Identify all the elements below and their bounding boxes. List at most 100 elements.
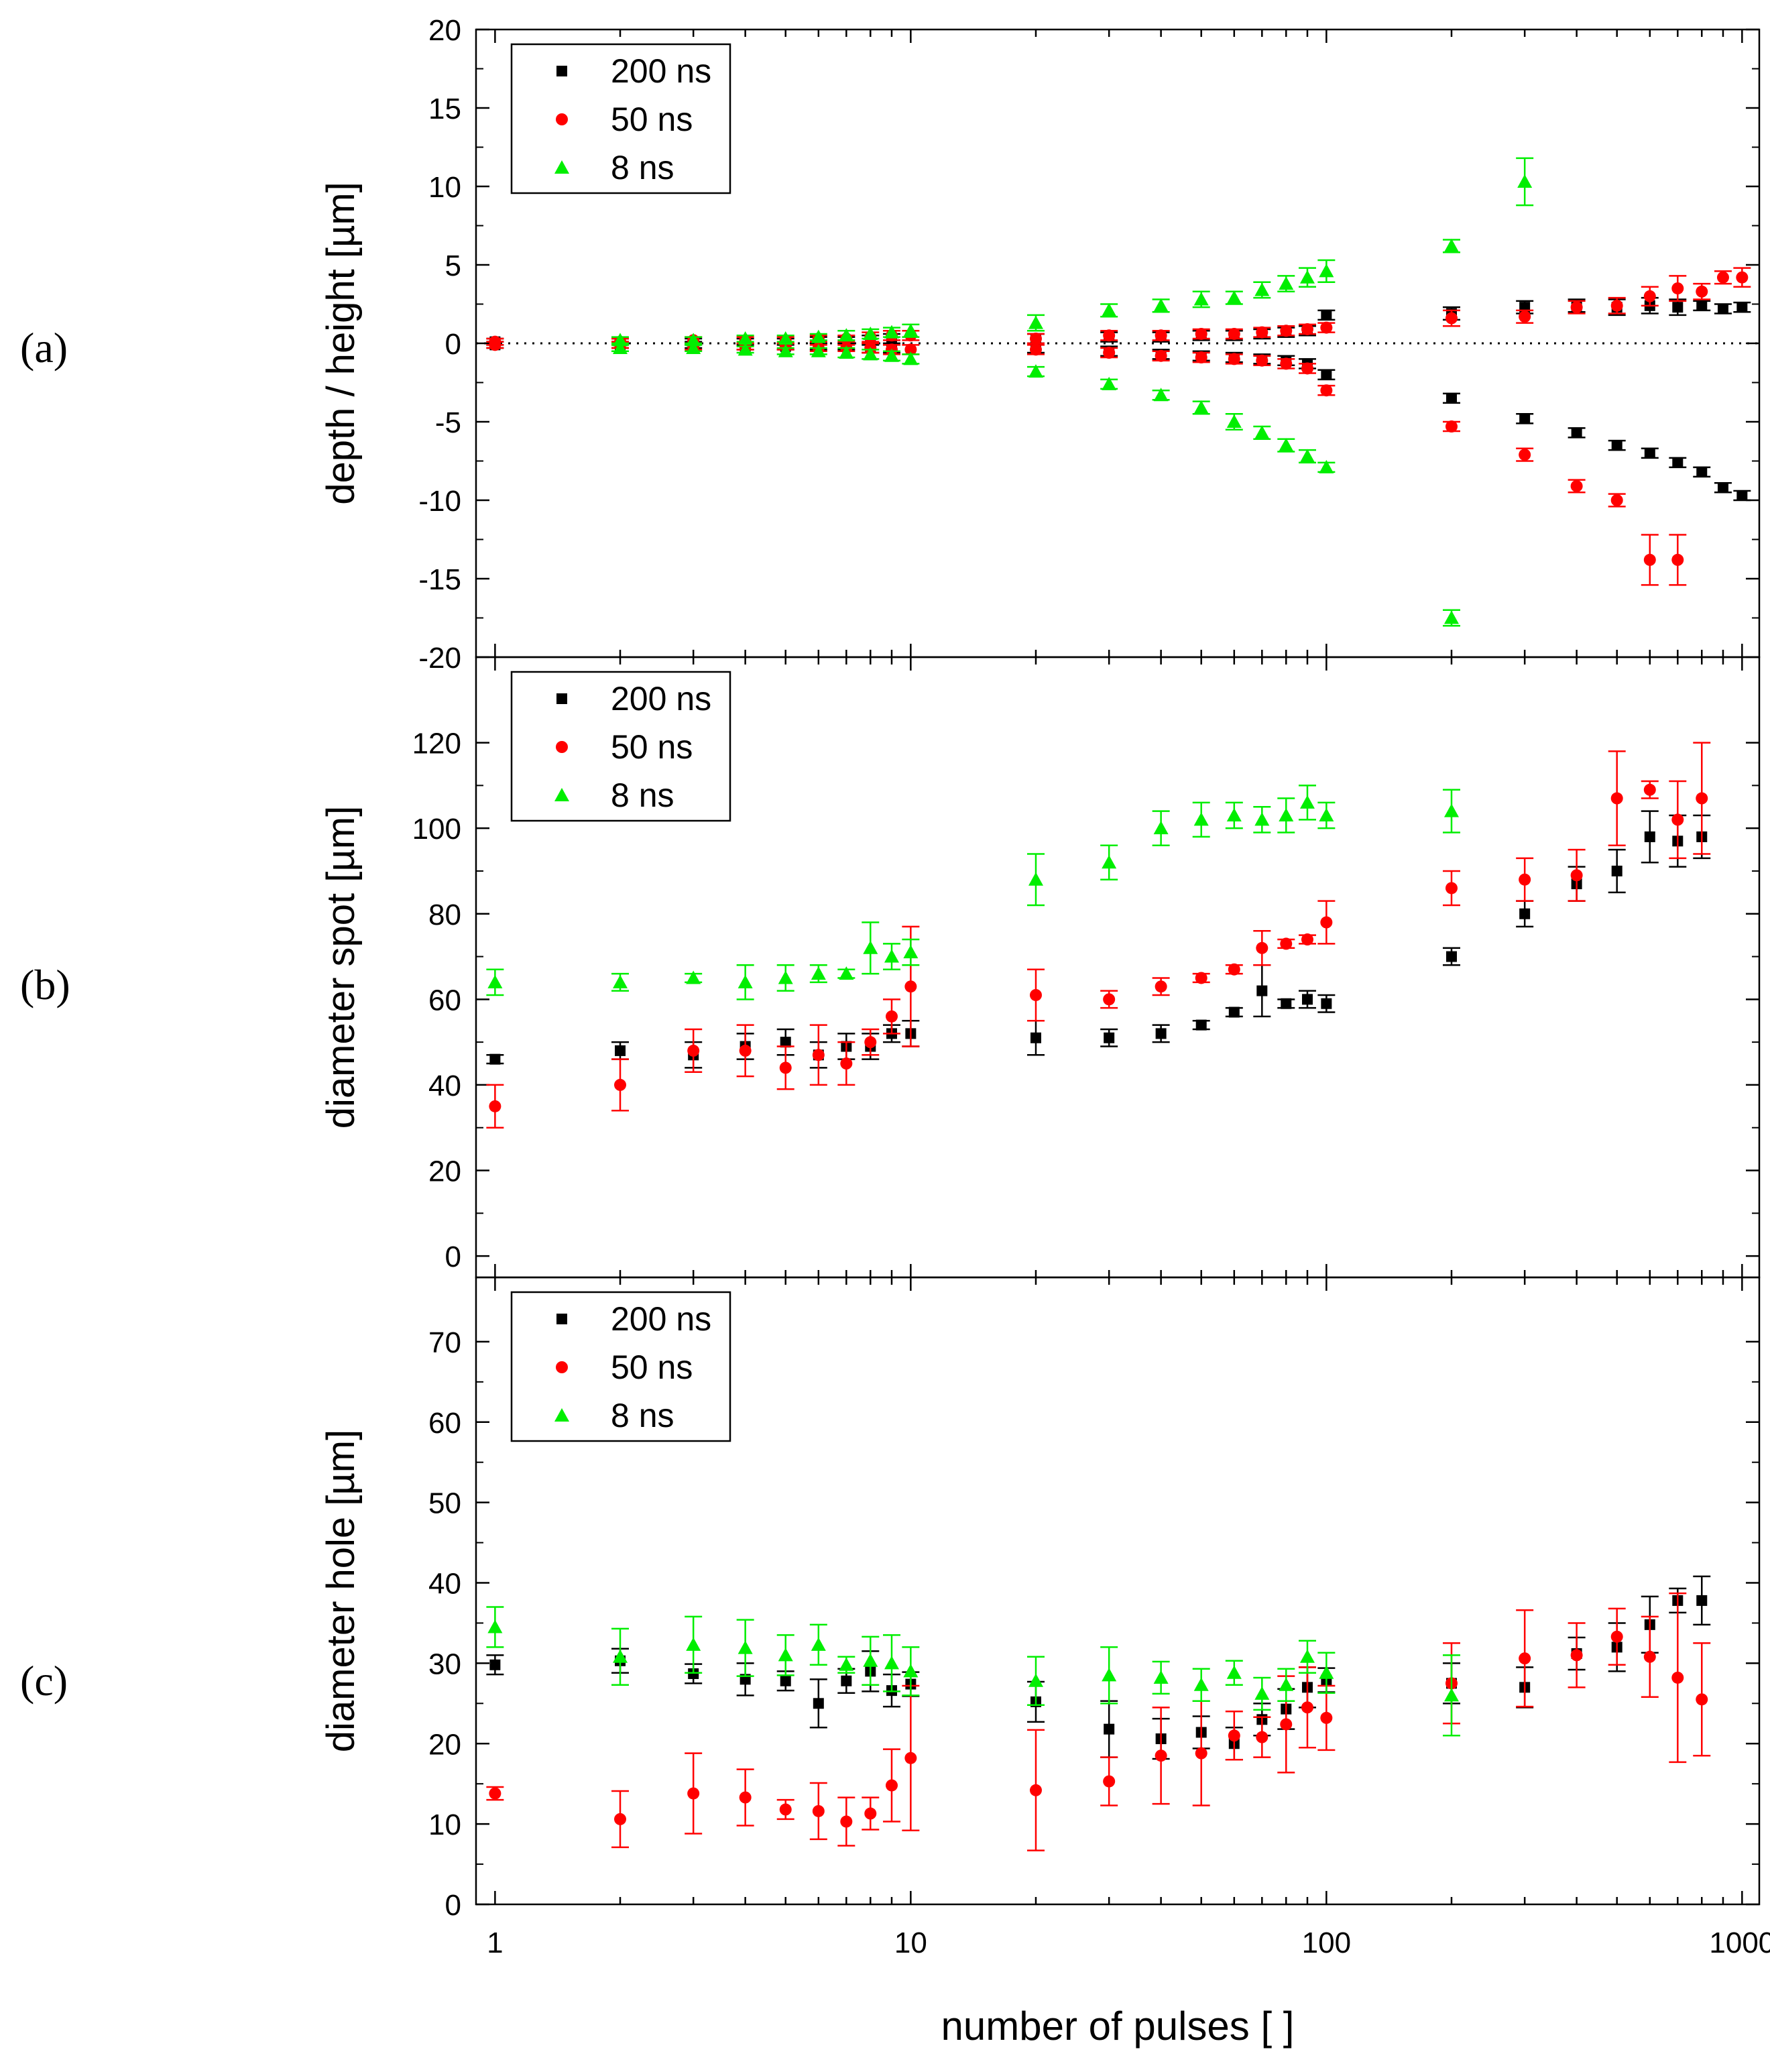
data-point (1104, 1032, 1115, 1043)
data-point (489, 1659, 501, 1670)
data-point (1155, 980, 1167, 993)
plot-frame (475, 1276, 1761, 1906)
legend-label: 50 ns (611, 1348, 693, 1386)
data-point (1195, 327, 1207, 340)
data-point (864, 1807, 877, 1820)
data-point (738, 974, 753, 988)
data-point (1102, 376, 1117, 390)
data-point (1301, 994, 1313, 1005)
data-point (1696, 1595, 1708, 1606)
data-point (839, 966, 854, 980)
data-point (1029, 343, 1042, 356)
data-point (1155, 1749, 1167, 1762)
legend-label: 50 ns (611, 728, 693, 766)
data-point (1280, 937, 1293, 950)
data-point (840, 1815, 853, 1828)
y-tick-label: 5 (445, 249, 461, 282)
data-point (1671, 282, 1684, 295)
data-point (739, 1791, 752, 1804)
data-point (1155, 329, 1167, 342)
y-tick-label: -20 (418, 642, 461, 675)
legend-marker (556, 693, 567, 704)
data-point (1279, 808, 1294, 822)
data-point (904, 980, 917, 993)
data-point (1445, 420, 1458, 433)
data-point (903, 351, 919, 365)
data-point (1443, 803, 1459, 817)
data-point (778, 343, 793, 357)
data-point (1103, 347, 1116, 359)
data-point (1643, 783, 1656, 796)
data-point (1570, 479, 1583, 492)
data-point (1320, 321, 1333, 334)
data-point (613, 974, 628, 988)
data-point (1736, 302, 1748, 313)
data-point (1254, 282, 1270, 296)
data-point (1643, 553, 1656, 566)
legend-box (510, 1291, 731, 1442)
data-point (1519, 908, 1531, 919)
data-point (863, 1653, 878, 1667)
data-point (1155, 349, 1167, 362)
legend-marker (556, 1314, 567, 1324)
data-point (1320, 1711, 1333, 1724)
data-point (780, 1037, 791, 1048)
data-point (1696, 300, 1708, 311)
series-200-ns-0 (486, 810, 1711, 1069)
data-point (1671, 813, 1684, 826)
data-point (615, 1045, 626, 1056)
panel-a: -20 -15 -10 -5 0 5 10 15 20 depth / height [µm] 20… (319, 14, 1761, 675)
data-point (1736, 271, 1749, 284)
data-point (1446, 951, 1457, 962)
data-point (840, 1057, 853, 1070)
legend-label: 200 ns (611, 1300, 711, 1338)
y-tick-label: 80 (428, 899, 461, 931)
data-point (778, 331, 793, 345)
y-axis-label: diameter hole [µm] (319, 1430, 363, 1753)
series-50-ns-1 (486, 1592, 1711, 1851)
data-point (779, 1803, 792, 1816)
legend: 200 ns 50 ns 8 ns (510, 1291, 731, 1442)
x-tick-label: 100 (1302, 1926, 1351, 1959)
data-point (1519, 310, 1531, 323)
x-tick-label: 10 (894, 1926, 927, 1959)
data-point (1029, 988, 1042, 1001)
y-tick-label: -15 (418, 563, 461, 596)
data-point (1571, 427, 1582, 439)
data-point (1299, 270, 1315, 284)
data-point (1696, 466, 1708, 477)
data-point (904, 343, 917, 356)
data-point (864, 1036, 877, 1049)
data-point (811, 1637, 826, 1651)
legend-label: 50 ns (611, 101, 693, 138)
data-point (614, 1078, 627, 1091)
data-point (686, 970, 701, 984)
series-8-ns-2 (486, 1606, 1460, 1737)
data-point (1104, 1723, 1115, 1735)
data-point (1320, 916, 1333, 929)
data-point (1736, 490, 1748, 501)
data-point (1696, 1693, 1708, 1706)
data-point (613, 341, 628, 355)
data-point (489, 339, 501, 351)
data-point (1644, 831, 1655, 842)
y-tick-label: 20 (428, 1155, 461, 1188)
data-point (1644, 447, 1655, 459)
legend-label: 200 ns (611, 680, 711, 717)
y-tick-label: 0 (445, 1889, 461, 1922)
legend-box (510, 671, 731, 822)
data-point (1717, 482, 1728, 494)
legend: 200 ns 50 ns 8 ns (510, 671, 731, 822)
data-point (1716, 271, 1729, 284)
data-point (1279, 276, 1294, 290)
data-point (812, 1049, 825, 1061)
data-point (779, 1061, 792, 1074)
data-point (1672, 457, 1684, 468)
data-point (1256, 1731, 1268, 1743)
data-point (813, 1698, 824, 1709)
data-point (1611, 865, 1622, 876)
data-point (1299, 795, 1315, 809)
data-point (841, 1675, 852, 1686)
data-point (1643, 290, 1656, 302)
data-point (1256, 354, 1268, 367)
